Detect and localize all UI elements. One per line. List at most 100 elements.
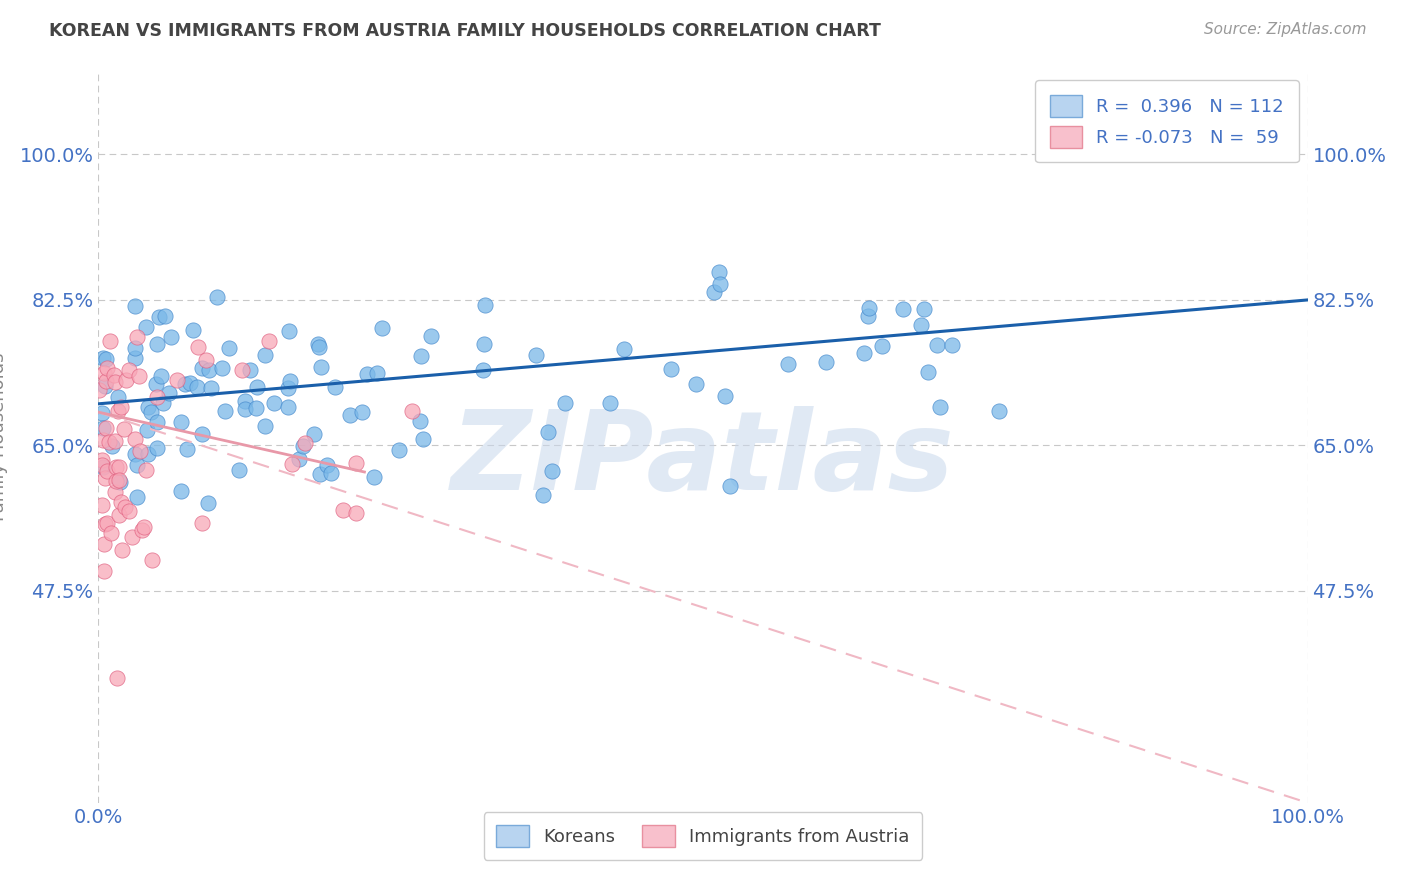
Point (93, 564, 115, 578)
Point (181, 323, 204, 337)
Point (118, 363, 141, 377)
Point (814, 355, 837, 369)
Point (104, 434, 127, 449)
Point (259, 334, 281, 349)
Point (344, 457, 367, 471)
Point (139, 404, 162, 418)
Point (103, 375, 125, 389)
Legend: Koreans, Immigrants from Austria: Koreans, Immigrants from Austria (484, 813, 922, 860)
Point (124, 447, 146, 461)
Point (124, 351, 146, 366)
Point (136, 447, 159, 461)
Point (91, 351, 114, 366)
Point (104, 485, 127, 500)
Point (412, 432, 434, 446)
Point (191, 360, 214, 375)
Point (278, 374, 301, 388)
Point (858, 301, 880, 316)
Point (231, 363, 253, 377)
Point (94, 516, 117, 531)
Point (108, 473, 131, 487)
Point (912, 301, 935, 316)
Point (115, 373, 138, 387)
Point (166, 373, 188, 387)
Point (541, 464, 564, 478)
Point (531, 488, 554, 502)
Point (148, 310, 170, 325)
Point (370, 320, 392, 334)
Point (129, 443, 152, 458)
Point (112, 422, 135, 436)
Point (685, 376, 707, 391)
Point (856, 309, 879, 323)
Point (96, 516, 118, 530)
Point (146, 415, 169, 429)
Point (917, 365, 939, 379)
Point (197, 496, 219, 510)
Point (101, 439, 124, 453)
Point (90, 453, 112, 467)
Point (111, 542, 134, 557)
Point (105, 459, 128, 474)
Point (254, 348, 277, 362)
Point (96, 360, 118, 375)
Point (128, 368, 150, 383)
Point (233, 394, 256, 409)
Point (714, 389, 737, 403)
Point (90, 406, 112, 420)
Point (194, 353, 217, 368)
Point (110, 401, 132, 415)
Point (233, 402, 256, 417)
Point (91, 421, 114, 435)
Point (107, 391, 129, 405)
Point (291, 439, 314, 453)
Point (186, 380, 208, 394)
Point (108, 475, 131, 489)
Point (100, 525, 122, 540)
Point (94, 374, 117, 388)
Point (134, 520, 156, 534)
Point (135, 320, 157, 334)
Point (929, 400, 952, 414)
Point (205, 290, 228, 304)
Point (718, 479, 741, 493)
Point (169, 415, 191, 429)
Point (245, 401, 267, 416)
Point (339, 408, 361, 422)
Point (127, 458, 149, 473)
Point (307, 337, 329, 351)
Point (323, 380, 346, 394)
Point (127, 330, 149, 344)
Point (278, 324, 301, 338)
Point (98, 434, 121, 449)
Point (350, 404, 373, 418)
Point (110, 495, 132, 509)
Point (145, 377, 167, 392)
Point (197, 363, 219, 377)
Point (218, 341, 240, 355)
Point (91, 460, 114, 475)
Point (537, 425, 560, 440)
Point (411, 349, 433, 363)
Point (388, 442, 411, 457)
Point (93, 367, 115, 381)
Point (988, 404, 1011, 418)
Point (474, 297, 496, 311)
Point (200, 381, 222, 395)
Point (524, 349, 547, 363)
Point (136, 400, 159, 414)
Point (211, 360, 233, 375)
Point (316, 458, 339, 473)
Point (141, 553, 163, 567)
Point (554, 395, 576, 409)
Point (159, 330, 181, 344)
Point (103, 368, 125, 383)
Point (294, 435, 316, 450)
Point (356, 367, 378, 381)
Point (136, 423, 159, 437)
Point (308, 340, 330, 354)
Point (319, 467, 342, 481)
Point (157, 385, 180, 400)
Point (108, 460, 131, 475)
Point (281, 457, 304, 471)
